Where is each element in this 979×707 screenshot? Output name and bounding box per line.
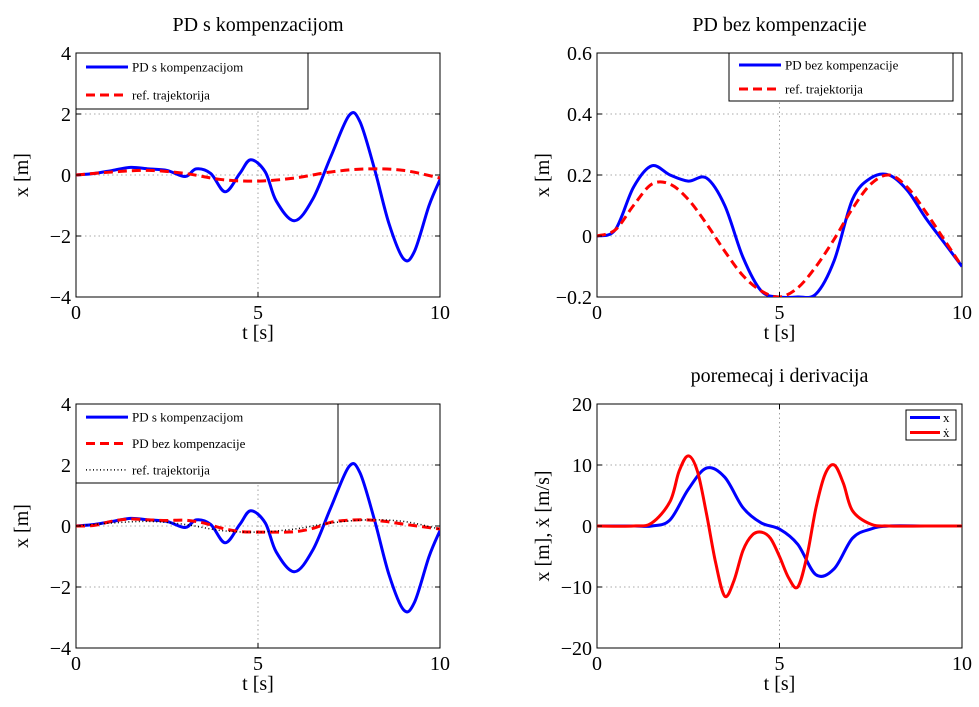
x-axis-label: t [s] xyxy=(764,322,796,344)
series-group xyxy=(597,454,962,599)
y-tick-label: −2 xyxy=(50,226,71,248)
y-tick-label: 0 xyxy=(582,226,592,248)
chart-title: poremecaj i derivacija xyxy=(691,365,869,387)
x-tick-label: 10 xyxy=(952,653,972,675)
subplot-1: 0 5 10 −4 −2 0 2 4 PD s kompenzacijom t [s] x [m] P… xyxy=(11,14,450,344)
y-axis-label: x [m] xyxy=(11,153,33,197)
x-axis-label: t [s] xyxy=(242,322,274,344)
series-group xyxy=(76,111,440,263)
legend-box xyxy=(728,52,954,102)
x-tick-label: 10 xyxy=(430,302,450,324)
legend-label: x xyxy=(943,410,950,425)
y-tick-label: 0.4 xyxy=(567,104,592,126)
x-tick-label: 0 xyxy=(592,653,602,675)
x-tick-label: 10 xyxy=(430,653,450,675)
y-tick-label: −10 xyxy=(561,577,592,599)
legend: PD s kompenzacijom PD bez kompenzacije ref… xyxy=(75,403,339,484)
series-line-2 xyxy=(597,173,962,297)
y-tick-label: 0 xyxy=(61,516,71,538)
legend-label: ẋ xyxy=(943,425,950,440)
y-axis-label: x [m] xyxy=(11,504,33,548)
series-line-3 xyxy=(76,519,440,533)
y-tick-label: 0.6 xyxy=(567,43,592,65)
subplot-4: 0 5 10 −20 −10 0 10 20 poremecaj i derivacija t [… xyxy=(532,365,972,695)
series-line-1 xyxy=(597,164,962,297)
x-tick-label: 5 xyxy=(775,653,785,675)
y-tick-label: −4 xyxy=(50,287,71,309)
legend: xẋ xyxy=(905,409,957,441)
series-line-2 xyxy=(597,454,962,599)
legend-label: ref. trajektorija xyxy=(132,88,210,103)
legend-box xyxy=(75,52,309,110)
legend-label: PD bez kompenzacije xyxy=(785,58,899,73)
legend-label: PD s kompenzacijom xyxy=(132,60,243,75)
series-group xyxy=(597,164,962,297)
x-tick-label: 0 xyxy=(71,653,81,675)
y-tick-label: 2 xyxy=(61,104,71,126)
y-axis-label: x [m] xyxy=(532,153,554,197)
chart-title: PD bez kompenzacije xyxy=(692,14,866,36)
y-tick-label: 0 xyxy=(61,165,71,187)
x-tick-label: 5 xyxy=(253,302,263,324)
y-tick-label: 0 xyxy=(582,516,592,538)
series-line-1 xyxy=(76,111,440,263)
x-axis-label: t [s] xyxy=(242,673,274,695)
x-tick-label: 5 xyxy=(253,653,263,675)
y-tick-label: 4 xyxy=(61,394,71,416)
y-tick-label: 20 xyxy=(572,394,592,416)
legend: PD s kompenzacijom ref. trajektorija xyxy=(75,52,309,110)
series-line-2 xyxy=(76,167,440,183)
chart-title: PD s kompenzacijom xyxy=(172,14,344,36)
legend: PD bez kompenzacije ref. trajektorija xyxy=(728,52,954,102)
legend-box xyxy=(905,409,957,441)
x-axis-label: t [s] xyxy=(764,673,796,695)
legend-label: PD bez kompenzacije xyxy=(132,436,246,451)
series-group xyxy=(76,462,440,614)
x-tick-label: 10 xyxy=(952,302,972,324)
y-tick-label: 2 xyxy=(61,455,71,477)
y-tick-label: 0.2 xyxy=(567,165,592,187)
x-tick-label: 0 xyxy=(592,302,602,324)
legend-label: ref. trajektorija xyxy=(132,462,210,477)
x-tick-label: 5 xyxy=(775,302,785,324)
y-tick-label: 10 xyxy=(572,455,592,477)
y-axis-label: x [m], ẋ [m/s] xyxy=(532,470,554,581)
series-line-1 xyxy=(597,466,962,578)
y-tick-label: 4 xyxy=(61,43,71,65)
legend-label: ref. trajektorija xyxy=(785,82,863,97)
legend-label: PD s kompenzacijom xyxy=(132,410,243,425)
y-tick-label: −4 xyxy=(50,638,71,660)
y-tick-label: −2 xyxy=(50,577,71,599)
y-tick-label: −0.2 xyxy=(556,287,592,309)
y-tick-label: −20 xyxy=(561,638,592,660)
x-tick-label: 0 xyxy=(71,302,81,324)
